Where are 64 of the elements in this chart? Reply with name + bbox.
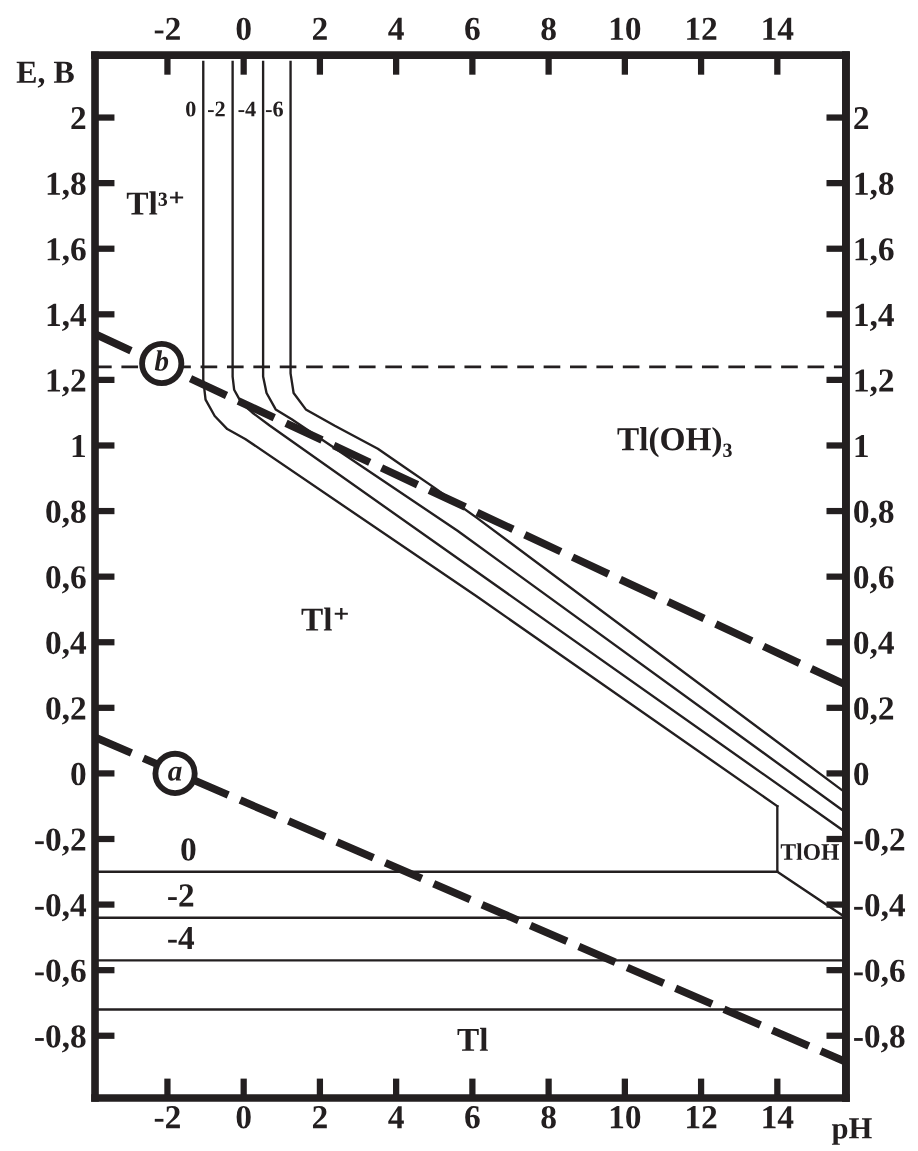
y2-tick-label: 1 — [855, 435, 868, 458]
y-tick-label: -0,2 — [35, 828, 86, 856]
annotation: 0 — [181, 838, 196, 861]
y2-tick-label: 1,8 — [855, 172, 894, 200]
x-axis-title: pH — [831, 1118, 872, 1145]
x-tick-label: 12 — [687, 1106, 717, 1129]
x2-tick-label: 14 — [763, 17, 794, 40]
y-tick-label: 1,4 — [47, 303, 87, 332]
x2-tick-label: 0 — [236, 17, 251, 41]
y2-tick-label: -0,8 — [854, 1025, 905, 1053]
y-axis-title: E, B — [16, 61, 74, 88]
y-tick-label: 1,2 — [47, 369, 86, 397]
y-tick-label: 0,6 — [46, 566, 86, 594]
x2-tick-label: 8 — [541, 17, 556, 41]
x2-tick-label: 6 — [465, 17, 480, 41]
y-tick-label: 1,8 — [47, 172, 86, 200]
y2-tick-label: 0,2 — [854, 697, 894, 725]
x-tick-label: 8 — [541, 1105, 556, 1129]
y-tick-label: -0,4 — [35, 893, 87, 922]
y-tick-label: 1,6 — [47, 238, 86, 266]
y-tick-label: 0,8 — [46, 500, 86, 528]
y-tick-label: 2 — [71, 107, 86, 130]
y-tick-label: -0,8 — [35, 1025, 86, 1053]
x-tick-label: 4 — [388, 1106, 404, 1129]
x-tick-label: 14 — [763, 1106, 794, 1129]
y2-tick-label: 1,4 — [855, 303, 894, 332]
y-tick-label: 1 — [72, 435, 85, 458]
y2-tick-label: 1,2 — [855, 369, 894, 397]
y2-tick-label: 0,8 — [854, 500, 894, 528]
annotation: a — [168, 766, 182, 781]
x2-tick-label: 12 — [687, 17, 717, 40]
annotation: b — [154, 350, 169, 371]
annotation: -2 — [207, 101, 225, 117]
annotation: -4 — [238, 101, 256, 117]
y2-tick-label: -0,2 — [854, 828, 905, 856]
annotation: Tl³⁺ — [126, 191, 184, 215]
annotation: 0 — [186, 101, 196, 117]
y-tick-label: 0,4 — [46, 631, 87, 659]
y2-tick-label: -0,4 — [854, 893, 906, 922]
y2-tick-label: 1,6 — [855, 238, 894, 266]
annotation: -2 — [168, 884, 194, 907]
y2-tick-label: -0,6 — [854, 959, 905, 987]
x2-tick-label: -2 — [154, 17, 180, 40]
x-tick-label: -2 — [154, 1106, 180, 1129]
annotation: -6 — [265, 101, 283, 117]
x2-tick-label: 4 — [388, 17, 404, 40]
annotation: Tl — [457, 1027, 488, 1051]
y-tick-label: 0,2 — [46, 697, 86, 725]
x2-tick-label: 10 — [610, 17, 641, 41]
annotation: TlOH — [780, 843, 840, 860]
annotation: Tl⁺ — [301, 607, 348, 631]
x-tick-label: 10 — [610, 1105, 641, 1129]
x-tick-label: 0 — [236, 1105, 251, 1129]
y2-tick-label: 0,6 — [854, 566, 894, 594]
y2-tick-label: 0,4 — [854, 631, 894, 659]
x2-tick-label: 2 — [312, 17, 327, 40]
y-tick-label: -0,6 — [35, 959, 86, 987]
annotation: Tl(OH)₃ — [617, 427, 732, 458]
y-tick-label: 0 — [71, 762, 86, 786]
y2-tick-label: 2 — [854, 107, 869, 130]
y2-tick-label: 0 — [854, 762, 869, 786]
annotation: -4 — [168, 927, 195, 950]
x-tick-label: 6 — [465, 1106, 480, 1129]
x-tick-label: 2 — [312, 1106, 327, 1129]
